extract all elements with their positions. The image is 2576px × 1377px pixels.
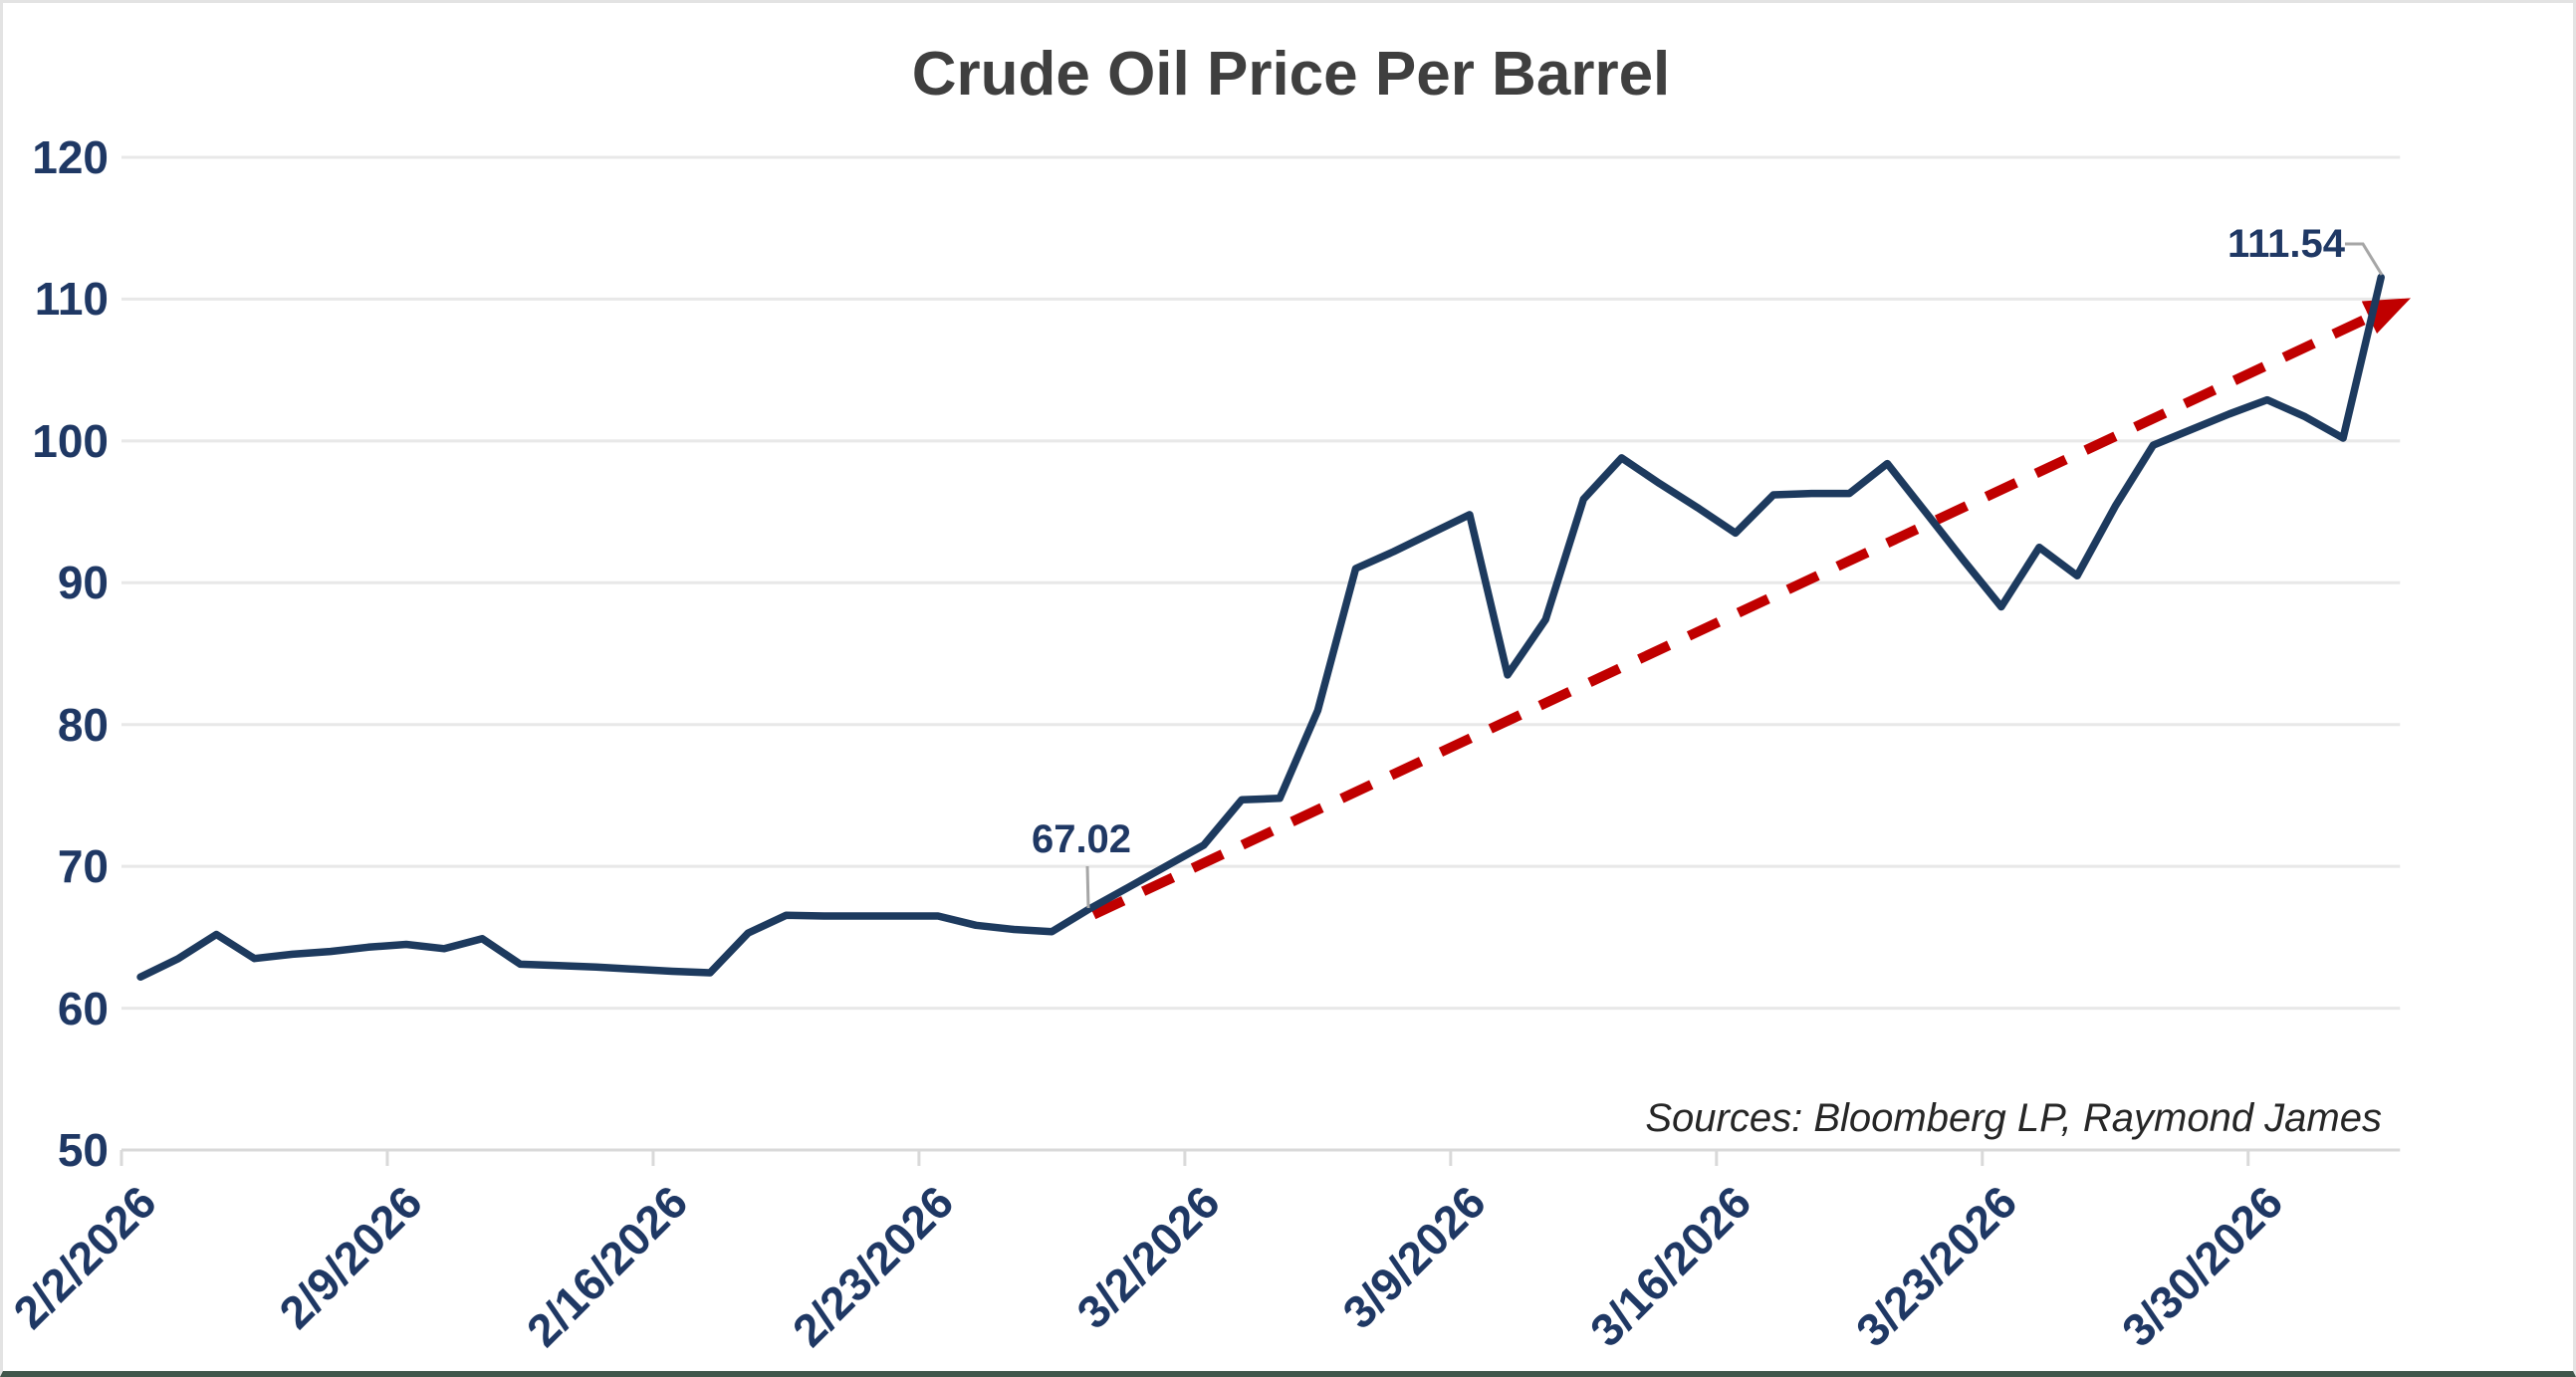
- y-axis-label-110: 110: [34, 273, 109, 325]
- callout-line-67-02: [1085, 865, 1090, 909]
- source-note: Sources: Bloomberg LP, Raymond James: [1645, 1096, 2382, 1140]
- trend-arrow-line: [1091, 298, 2411, 920]
- x-axis-line: [119, 1148, 2401, 1166]
- chart-title: Crude Oil Price Per Barrel: [911, 40, 1671, 109]
- gridlines: [121, 155, 2401, 1011]
- y-axis-label-60: 60: [57, 983, 109, 1034]
- annotation-111-54: 111.54: [2227, 222, 2345, 266]
- y-axis-label-90: 90: [57, 557, 109, 608]
- y-axis-label-120: 120: [32, 131, 109, 183]
- y-axis-label-100: 100: [32, 415, 109, 467]
- price-line: [136, 273, 2385, 981]
- y-axis-label-80: 80: [57, 699, 109, 751]
- y-axis-label-70: 70: [57, 840, 109, 892]
- plot-area: [119, 155, 2411, 1166]
- annotation-67-02: 67.02: [1031, 817, 1132, 861]
- callout-line-111-54: [2345, 242, 2384, 276]
- y-axis-label-50: 50: [57, 1124, 109, 1176]
